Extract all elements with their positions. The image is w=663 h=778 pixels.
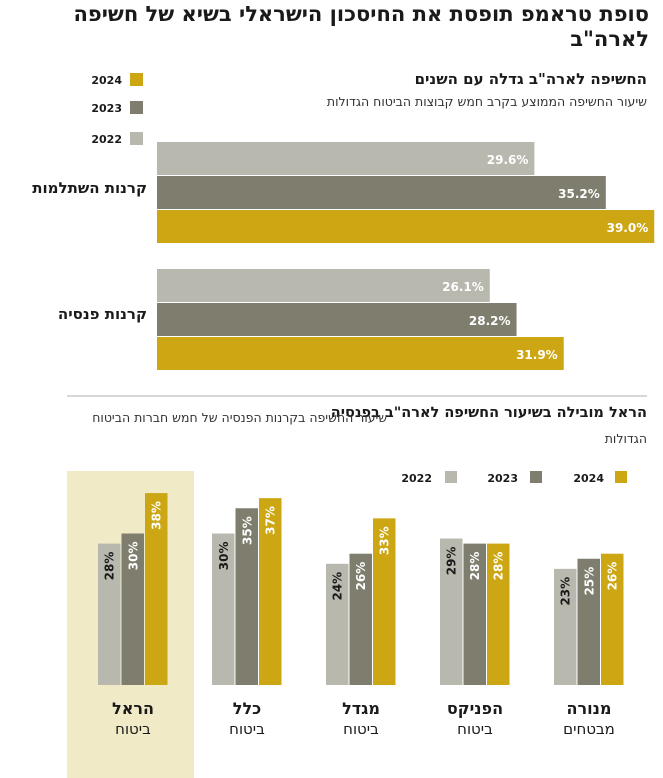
vbar-0-2024	[145, 493, 168, 685]
legend2-label-2022: 2022	[401, 472, 432, 485]
hbar-label-1-2024: 31.9%	[516, 348, 558, 362]
hbar-0-2022	[157, 142, 535, 175]
vbar-label-1-2023: 35%	[240, 516, 254, 545]
vbar-label-1-2024: 37%	[264, 506, 278, 535]
legend1-swatch-2024	[130, 73, 143, 86]
chart2-subtitle: שיעור החשיפה בקרנות הפנסיה של חמש חברות …	[92, 410, 647, 446]
vbar-label-4-2022: 23%	[559, 577, 573, 606]
chart1-subtitle: שיעור החשיפה הממוצע בקרב חמש קבוצות הביט…	[326, 94, 647, 109]
hbar-1-2024	[157, 337, 564, 370]
vbar-4-2022	[554, 568, 577, 685]
vbar-2-2022	[326, 563, 349, 685]
hbar-label-1-2022: 26.1%	[442, 280, 484, 294]
legend1-swatch-2022	[130, 132, 143, 145]
vbar-label-0-2022: 28%	[103, 552, 117, 581]
hbar-0-2023	[157, 176, 606, 209]
vbar-4-2023	[577, 558, 600, 685]
group-label-pension: קרנות פנסיה	[57, 305, 147, 323]
vbar-3-2023	[463, 543, 486, 685]
legend1-label-2022: 2022	[91, 133, 122, 146]
vbar-label-0-2024: 38%	[150, 501, 164, 530]
vbar-2-2023	[349, 553, 372, 685]
hbar-label-1-2023: 28.2%	[469, 314, 511, 328]
company-label-0: הראל ביטוח	[78, 699, 188, 739]
vbar-label-1-2022: 30%	[217, 542, 231, 571]
company-sub-0: ביטוח	[115, 720, 151, 738]
legend1-label-2024: 2024	[91, 74, 122, 87]
vbar-label-3-2022: 29%	[445, 547, 459, 576]
vbar-label-4-2024: 26%	[606, 562, 620, 591]
hbar-label-0-2024: 39.0%	[607, 221, 649, 235]
legend1-swatch-2023	[130, 101, 143, 114]
hbar-0-2024	[157, 210, 655, 243]
vbar-1-2024	[259, 498, 282, 685]
hbar-1-2022	[157, 269, 490, 302]
company-name-0: הראל	[112, 699, 154, 718]
chart2-title-line: הראל מובילה בשיעור החשיפה לארה"ב בפנסיה	[87, 405, 647, 421]
group-label-hishtalmut: קרנות השתלמות	[32, 179, 147, 197]
legend2-label-2023: 2023	[487, 472, 518, 485]
company-sub-4: מבטחים	[563, 720, 615, 738]
hbar-1-2023	[157, 303, 517, 336]
vbar-label-2-2022: 24%	[331, 572, 345, 601]
company-label-2: מגדל ביטוח	[306, 699, 416, 739]
chart1-title: החשיפה לארה"ב גדלה עם השנים	[414, 70, 647, 88]
company-name-4: מנורה	[566, 699, 612, 718]
company-name-1: כלל	[232, 699, 262, 718]
vbar-label-2-2023: 26%	[354, 562, 368, 591]
company-sub-3: ביטוח	[457, 720, 493, 738]
company-name-2: מגדל	[342, 699, 380, 718]
vbar-3-2024	[487, 543, 510, 685]
company-sub-1: ביטוח	[229, 720, 265, 738]
vbar-2-2024	[373, 518, 396, 685]
vbar-3-2022	[440, 538, 463, 685]
legend1-label-2023: 2023	[91, 102, 122, 115]
legend2-swatch-2022	[445, 471, 457, 483]
legend2-label-2024: 2024	[573, 472, 604, 485]
vbar-label-3-2024: 28%	[492, 552, 506, 581]
section-divider	[67, 395, 647, 397]
page-title: סופת טראמפ תופסת את החיסכון הישראלי בשיא…	[73, 2, 649, 51]
hbar-label-0-2023: 35.2%	[558, 187, 600, 201]
hbar-label-0-2022: 29.6%	[487, 153, 529, 167]
legend2-swatch-2024	[615, 471, 627, 483]
company-label-4: מנורה מבטחים	[534, 699, 644, 739]
vbar-label-2-2024: 33%	[378, 526, 392, 555]
company-name-3: הפניקס	[446, 699, 504, 718]
legend2-swatch-2023	[530, 471, 542, 483]
vbar-1-2022	[212, 533, 235, 685]
vbar-label-3-2023: 28%	[468, 552, 482, 581]
vbar-4-2024	[601, 553, 624, 685]
vbar-1-2023	[235, 508, 258, 685]
vbar-label-4-2023: 25%	[582, 567, 596, 596]
company-label-1: כלל ביטוח	[192, 699, 302, 739]
vbar-label-0-2023: 30%	[126, 542, 140, 571]
company-sub-2: ביטוח	[343, 720, 379, 738]
company-label-3: הפניקס ביטוח	[420, 699, 530, 739]
vbar-0-2022	[98, 543, 121, 685]
chart2-subtitle-wrap: הראל מובילה בשיעור החשיפה לארה"ב בפנסיהה…	[87, 407, 647, 449]
chart2-title: הראל מובילה בשיעור החשיפה לארה"ב בפנסיה	[330, 405, 647, 421]
vbar-0-2023	[121, 533, 144, 685]
